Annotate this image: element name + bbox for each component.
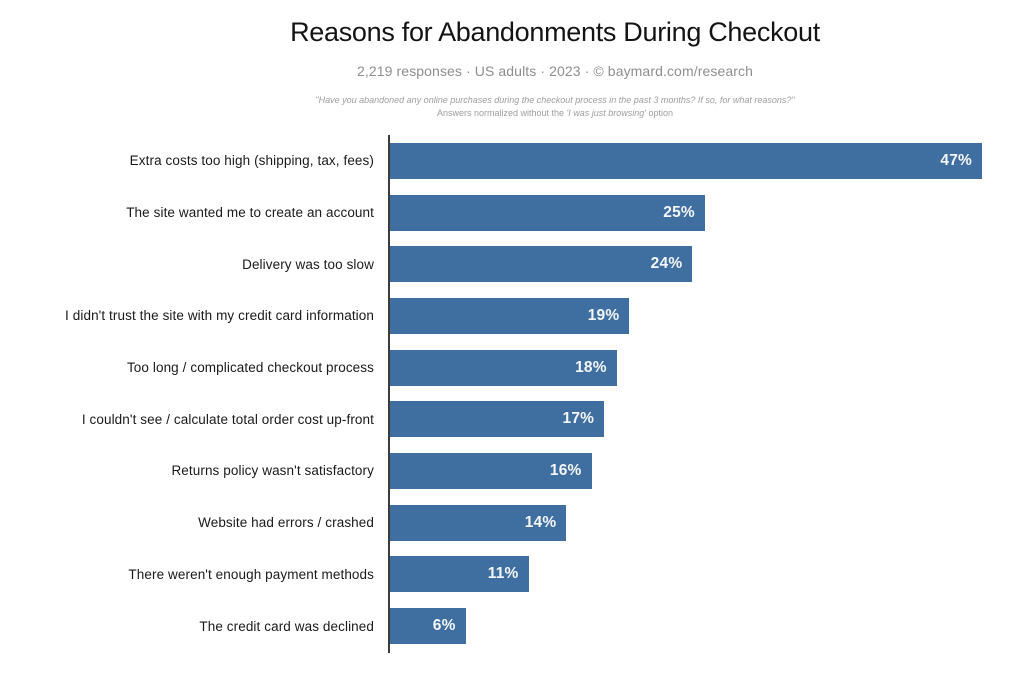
chart-row: I didn't trust the site with my credit c… <box>0 290 1024 342</box>
chart-title: Reasons for Abandonments During Checkout <box>290 17 820 47</box>
chart-row: The credit card was declined 6% <box>0 600 1024 652</box>
bar: 25% <box>390 194 705 231</box>
category-label: There weren't enough payment methods <box>128 566 374 582</box>
chart-subtitle: 2,219 responses · US adults · 2023 · © b… <box>357 63 753 79</box>
normalization-note: Answers normalized without the 'I was ju… <box>86 107 1024 119</box>
value-label: 19% <box>587 306 620 324</box>
chart-row: Too long / complicated checkout process 1… <box>0 342 1024 394</box>
bar-track: 17% <box>390 401 982 438</box>
chart-row: Returns policy wasn't satisfactory 16% <box>0 445 1024 497</box>
value-label: 11% <box>487 565 519 583</box>
value-label: 24% <box>650 255 683 273</box>
value-label: 25% <box>663 203 695 221</box>
bar-track: 11% <box>390 556 982 593</box>
bar-track: 24% <box>390 246 982 283</box>
chart-row: There weren't enough payment methods 11% <box>0 549 1024 601</box>
category-label: The site wanted me to create an account <box>126 205 374 221</box>
bar-track: 25% <box>390 194 982 231</box>
normalization-note-prefix: Answers normalized without the <box>436 108 567 118</box>
bar-track: 47% <box>390 142 982 179</box>
bar-track: 19% <box>390 297 982 334</box>
category-label: Too long / complicated checkout process <box>126 360 374 376</box>
bar: 14% <box>390 504 567 541</box>
normalization-note-quote: 'I was just browsing' <box>566 108 646 118</box>
bar-chart: Extra costs too high (shipping, tax, fee… <box>0 135 1024 653</box>
category-label: Returns policy wasn't satisfactory <box>171 463 374 479</box>
value-label: 47% <box>940 151 972 169</box>
value-label: 16% <box>549 461 582 479</box>
bar-rows: Extra costs too high (shipping, tax, fee… <box>0 135 1024 652</box>
value-label: 17% <box>562 410 595 428</box>
bar-track: 6% <box>390 608 982 645</box>
chart-row: I couldn't see / calculate total order c… <box>0 393 1024 445</box>
category-label: Extra costs too high (shipping, tax, fee… <box>129 153 374 169</box>
category-label: Delivery was too slow <box>242 256 374 272</box>
y-axis-line <box>388 135 390 653</box>
chart-row: The site wanted me to create an account 2… <box>0 187 1024 239</box>
bar-track: 16% <box>390 452 982 489</box>
bar: 24% <box>390 246 693 283</box>
category-label: Website had errors / crashed <box>198 515 374 531</box>
bar-track: 14% <box>390 504 982 541</box>
bar: 18% <box>390 349 617 386</box>
normalization-note-suffix: option <box>646 108 674 118</box>
chart-row: Website had errors / crashed 14% <box>0 497 1024 549</box>
value-label: 14% <box>524 513 557 531</box>
value-label: 6% <box>432 617 456 635</box>
category-label: The credit card was declined <box>199 618 374 634</box>
bar: 16% <box>390 452 592 489</box>
survey-question-note: "Have you abandoned any online purchases… <box>315 95 795 105</box>
chart-row: Extra costs too high (shipping, tax, fee… <box>0 135 1024 187</box>
bar: 47% <box>390 142 982 179</box>
value-label: 18% <box>575 358 607 376</box>
bar-track: 18% <box>390 349 982 386</box>
bar: 6% <box>390 608 466 645</box>
category-label: I didn't trust the site with my credit c… <box>65 308 374 324</box>
bar: 19% <box>390 297 630 334</box>
bar: 17% <box>390 401 605 438</box>
chart-header: Reasons for Abandonments During Checkout… <box>0 0 1024 119</box>
bar: 11% <box>390 556 529 593</box>
chart-row: Delivery was too slow 24% <box>0 238 1024 290</box>
category-label: I couldn't see / calculate total order c… <box>81 411 374 427</box>
